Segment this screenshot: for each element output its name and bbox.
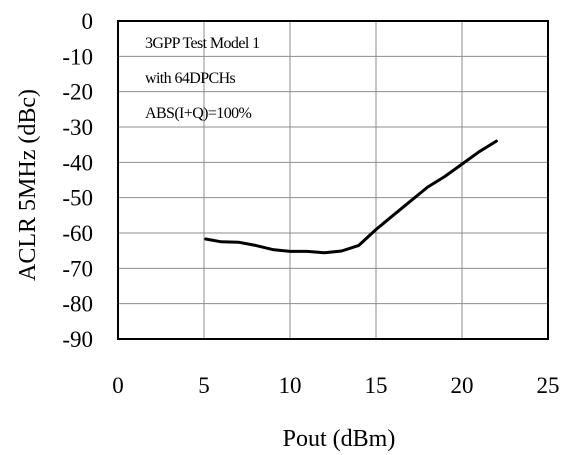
annotation-text: 3GPP Test Model 1: [145, 35, 260, 52]
x-tick-label: 15: [365, 373, 388, 398]
x-tick-labels: 0 5 10 15 20 25: [112, 373, 559, 398]
x-tick-label: 25: [537, 373, 560, 398]
y-tick-label: -50: [62, 186, 93, 211]
y-tick-label: 0: [82, 9, 94, 34]
x-tick-label: 10: [279, 373, 302, 398]
grid-lines: [118, 21, 548, 339]
x-axis-label: Pout (dBm): [283, 426, 396, 452]
y-tick-label: -80: [62, 292, 93, 317]
y-tick-label: -30: [62, 115, 93, 140]
x-tick-label: 5: [198, 373, 210, 398]
annotation-text: ABS(I+Q)=100%: [145, 105, 252, 122]
x-tick-label: 0: [112, 373, 124, 398]
annotation-text: with 64DPCHs: [145, 70, 236, 87]
y-tick-label: -70: [62, 256, 93, 281]
chart-annotations: 3GPP Test Model 1 with 64DPCHs ABS(I+Q)=10…: [145, 35, 261, 122]
series-line: [204, 139, 498, 255]
plot-area: [117, 20, 549, 340]
y-tick-labels: 0 -10 -20 -30 -40 -50 -60 -70 -80 -90: [62, 9, 93, 352]
y-axis-label: ACLR 5MHz (dBc): [15, 89, 41, 281]
y-tick-label: -40: [62, 150, 93, 175]
y-tick-label: -90: [62, 327, 93, 352]
y-tick-label: -10: [62, 44, 93, 69]
series-layer: [204, 139, 498, 255]
y-tick-label: -60: [62, 221, 93, 246]
x-tick-label: 20: [451, 373, 474, 398]
y-tick-label: -20: [62, 80, 93, 105]
